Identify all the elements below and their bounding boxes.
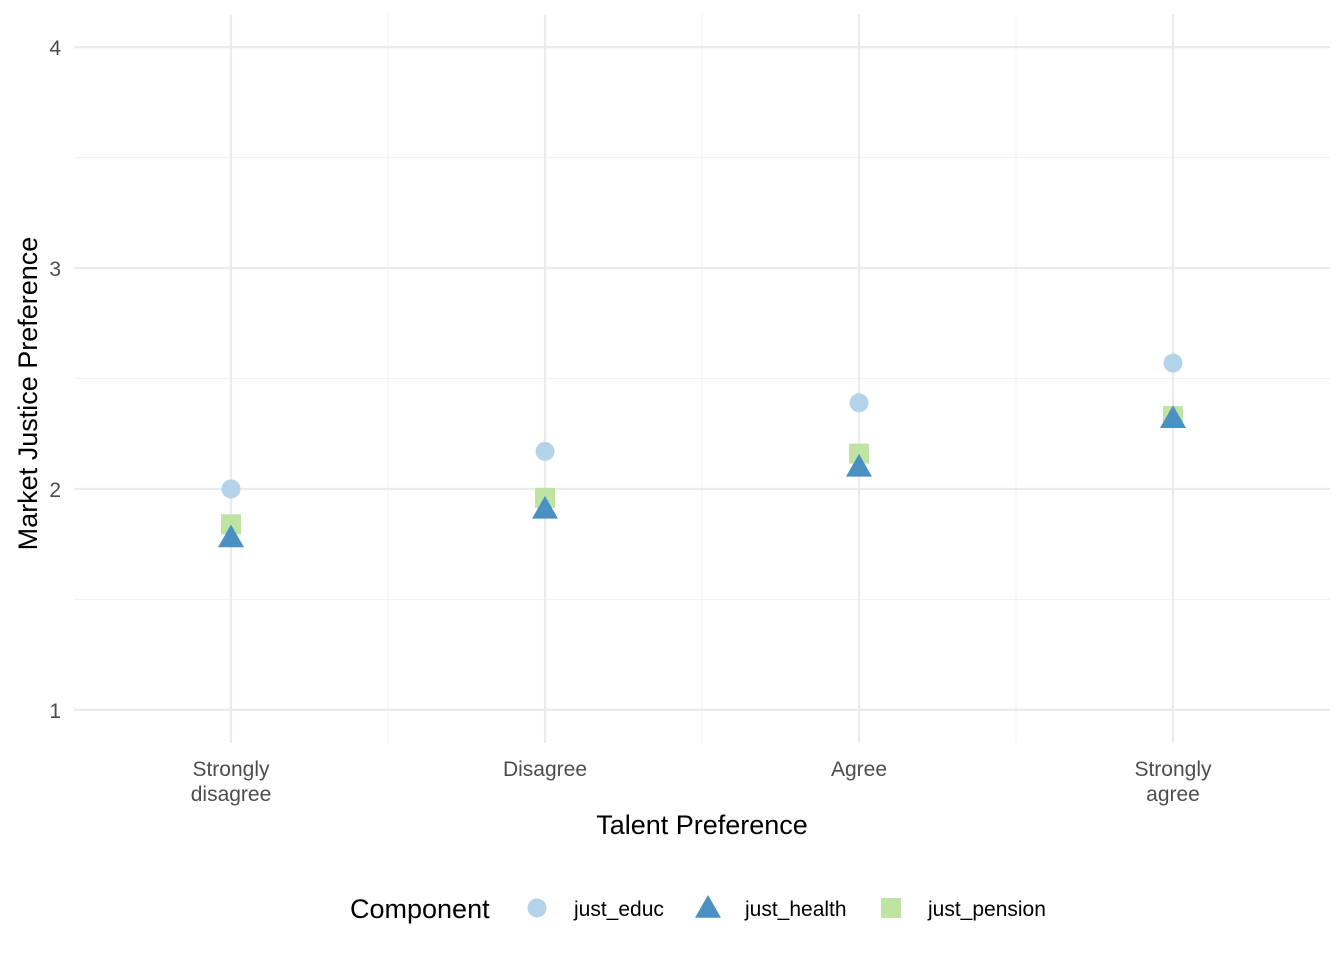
y-tick-label: 1 (49, 700, 61, 723)
x-tick-label: Disagree (503, 758, 587, 781)
point-just_pension (221, 514, 241, 535)
point-just_health (846, 453, 872, 477)
legend-label: just_health (744, 898, 847, 921)
y-tick-label: 4 (49, 37, 61, 60)
y-tick-labels: 1 2 3 4 (49, 37, 61, 723)
legend-label: just_educ (573, 898, 664, 921)
y-axis-title: Market Justice Preference (13, 237, 43, 551)
point-just_educ (1163, 353, 1183, 373)
legend-key-just_health (695, 895, 721, 918)
x-tick-label: Strongly disagree (191, 758, 272, 806)
x-tick-labels: Strongly disagree Disagree Agree Strongly agr… (191, 758, 1212, 806)
legend-label: just_pension (927, 898, 1046, 921)
x-axis-title: Talent Preference (596, 810, 808, 840)
y-tick-label: 2 (49, 479, 61, 502)
legend-title: Component (350, 894, 490, 924)
point-just_educ (221, 479, 241, 499)
data-points (218, 353, 1186, 548)
legend-key-just_educ (527, 898, 547, 918)
point-just_pension (849, 443, 869, 464)
legend-key-just_pension (881, 898, 901, 918)
point-just_health (1160, 405, 1186, 429)
point-just_educ (535, 441, 555, 461)
point-just_health (218, 524, 244, 548)
point-just_health (532, 495, 558, 519)
y-tick-label: 3 (49, 258, 61, 281)
x-tick-label: Strongly agree (1134, 758, 1212, 806)
point-just_educ (849, 393, 869, 413)
x-tick-label: Agree (831, 758, 887, 781)
grid (74, 14, 1330, 743)
legend: Component just_educ just_health just_pensi… (350, 894, 1046, 924)
